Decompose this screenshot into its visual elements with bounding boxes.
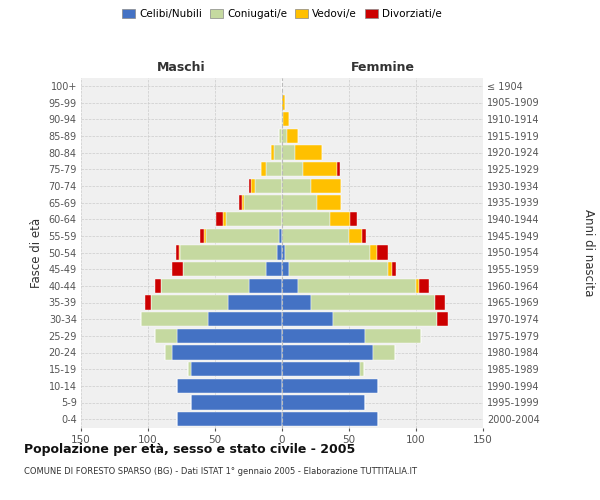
Bar [274, 146, 282, 160]
Bar [282, 212, 330, 226]
Bar [370, 246, 377, 260]
Y-axis label: Fasce di età: Fasce di età [30, 218, 43, 288]
Bar [282, 396, 365, 409]
Bar [266, 162, 282, 176]
Bar [251, 179, 255, 193]
Bar [178, 379, 282, 393]
Bar [282, 329, 365, 343]
Bar [191, 396, 282, 409]
Bar [311, 179, 341, 193]
Bar [166, 346, 172, 360]
Bar [208, 312, 282, 326]
Bar [183, 262, 266, 276]
Bar [282, 96, 284, 110]
Bar [298, 278, 416, 293]
Bar [200, 229, 204, 243]
Bar [435, 296, 445, 310]
Bar [282, 146, 295, 160]
Bar [142, 312, 208, 326]
Bar [282, 379, 379, 393]
Bar [437, 312, 448, 326]
Bar [172, 262, 183, 276]
Bar [151, 296, 229, 310]
Bar [311, 296, 435, 310]
Bar [362, 229, 367, 243]
Bar [271, 146, 274, 160]
Bar [244, 196, 282, 209]
Bar [248, 278, 282, 293]
Bar [260, 162, 266, 176]
Bar [223, 212, 226, 226]
Bar [255, 179, 282, 193]
Bar [419, 278, 430, 293]
Bar [282, 162, 304, 176]
Bar [248, 179, 251, 193]
Bar [217, 212, 223, 226]
Bar [282, 362, 360, 376]
Bar [155, 278, 161, 293]
Bar [155, 329, 178, 343]
Bar [333, 312, 437, 326]
Text: COMUNE DI FORESTO SPARSO (BG) - Dati ISTAT 1° gennaio 2005 - Elaborazione TUTTIT: COMUNE DI FORESTO SPARSO (BG) - Dati IST… [24, 468, 417, 476]
Y-axis label: Anni di nascita: Anni di nascita [582, 209, 595, 296]
Bar [178, 412, 282, 426]
Bar [161, 278, 248, 293]
Bar [392, 262, 396, 276]
Bar [204, 229, 206, 243]
Bar [176, 246, 179, 260]
Bar [282, 346, 373, 360]
Bar [282, 246, 284, 260]
Bar [377, 246, 388, 260]
Bar [282, 262, 289, 276]
Bar [179, 246, 180, 260]
Bar [242, 196, 244, 209]
Bar [280, 229, 282, 243]
Bar [188, 362, 191, 376]
Bar [281, 112, 282, 126]
Bar [282, 412, 379, 426]
Bar [282, 196, 317, 209]
Bar [416, 278, 419, 293]
Bar [206, 229, 280, 243]
Bar [373, 346, 395, 360]
Bar [229, 296, 282, 310]
Bar [191, 362, 282, 376]
Bar [239, 196, 242, 209]
Text: Femmine: Femmine [350, 61, 415, 74]
Bar [330, 212, 350, 226]
Bar [282, 112, 283, 126]
Bar [172, 346, 282, 360]
Text: Popolazione per età, sesso e stato civile - 2005: Popolazione per età, sesso e stato civil… [24, 442, 355, 456]
Legend: Celibi/Nubili, Coniugati/e, Vedovi/e, Divorziati/e: Celibi/Nubili, Coniugati/e, Vedovi/e, Di… [118, 5, 446, 24]
Bar [282, 278, 298, 293]
Bar [284, 246, 370, 260]
Bar [388, 262, 392, 276]
Bar [283, 112, 289, 126]
Text: Maschi: Maschi [157, 61, 206, 74]
Bar [337, 162, 340, 176]
Bar [289, 262, 388, 276]
Bar [360, 362, 364, 376]
Bar [349, 229, 362, 243]
Bar [282, 179, 311, 193]
Bar [304, 162, 337, 176]
Bar [145, 296, 151, 310]
Bar [365, 329, 421, 343]
Bar [180, 246, 277, 260]
Bar [282, 229, 349, 243]
Bar [295, 146, 322, 160]
Bar [282, 312, 333, 326]
Bar [226, 212, 282, 226]
Bar [317, 196, 341, 209]
Bar [287, 128, 298, 143]
Bar [350, 212, 357, 226]
Bar [280, 128, 282, 143]
Bar [282, 296, 311, 310]
Bar [277, 246, 282, 260]
Bar [282, 128, 287, 143]
Bar [266, 262, 282, 276]
Bar [178, 329, 282, 343]
